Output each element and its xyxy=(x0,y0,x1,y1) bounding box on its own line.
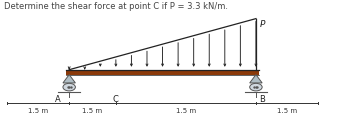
Text: P: P xyxy=(260,19,265,28)
Bar xyxy=(66,70,259,71)
Text: 1.5 m: 1.5 m xyxy=(277,107,297,113)
Text: 1.5 m: 1.5 m xyxy=(28,107,48,113)
Text: A: A xyxy=(55,95,61,103)
Polygon shape xyxy=(63,75,75,83)
Text: 1.5 m: 1.5 m xyxy=(83,107,103,113)
Text: C: C xyxy=(113,95,119,103)
Polygon shape xyxy=(250,75,262,83)
Text: Determine the shear force at point C if P = 3.3 kN/m.: Determine the shear force at point C if … xyxy=(4,2,228,11)
Text: B: B xyxy=(259,95,265,103)
Text: 1.5 m: 1.5 m xyxy=(176,107,196,113)
Circle shape xyxy=(63,84,75,91)
Circle shape xyxy=(250,84,262,91)
Bar xyxy=(66,70,259,75)
